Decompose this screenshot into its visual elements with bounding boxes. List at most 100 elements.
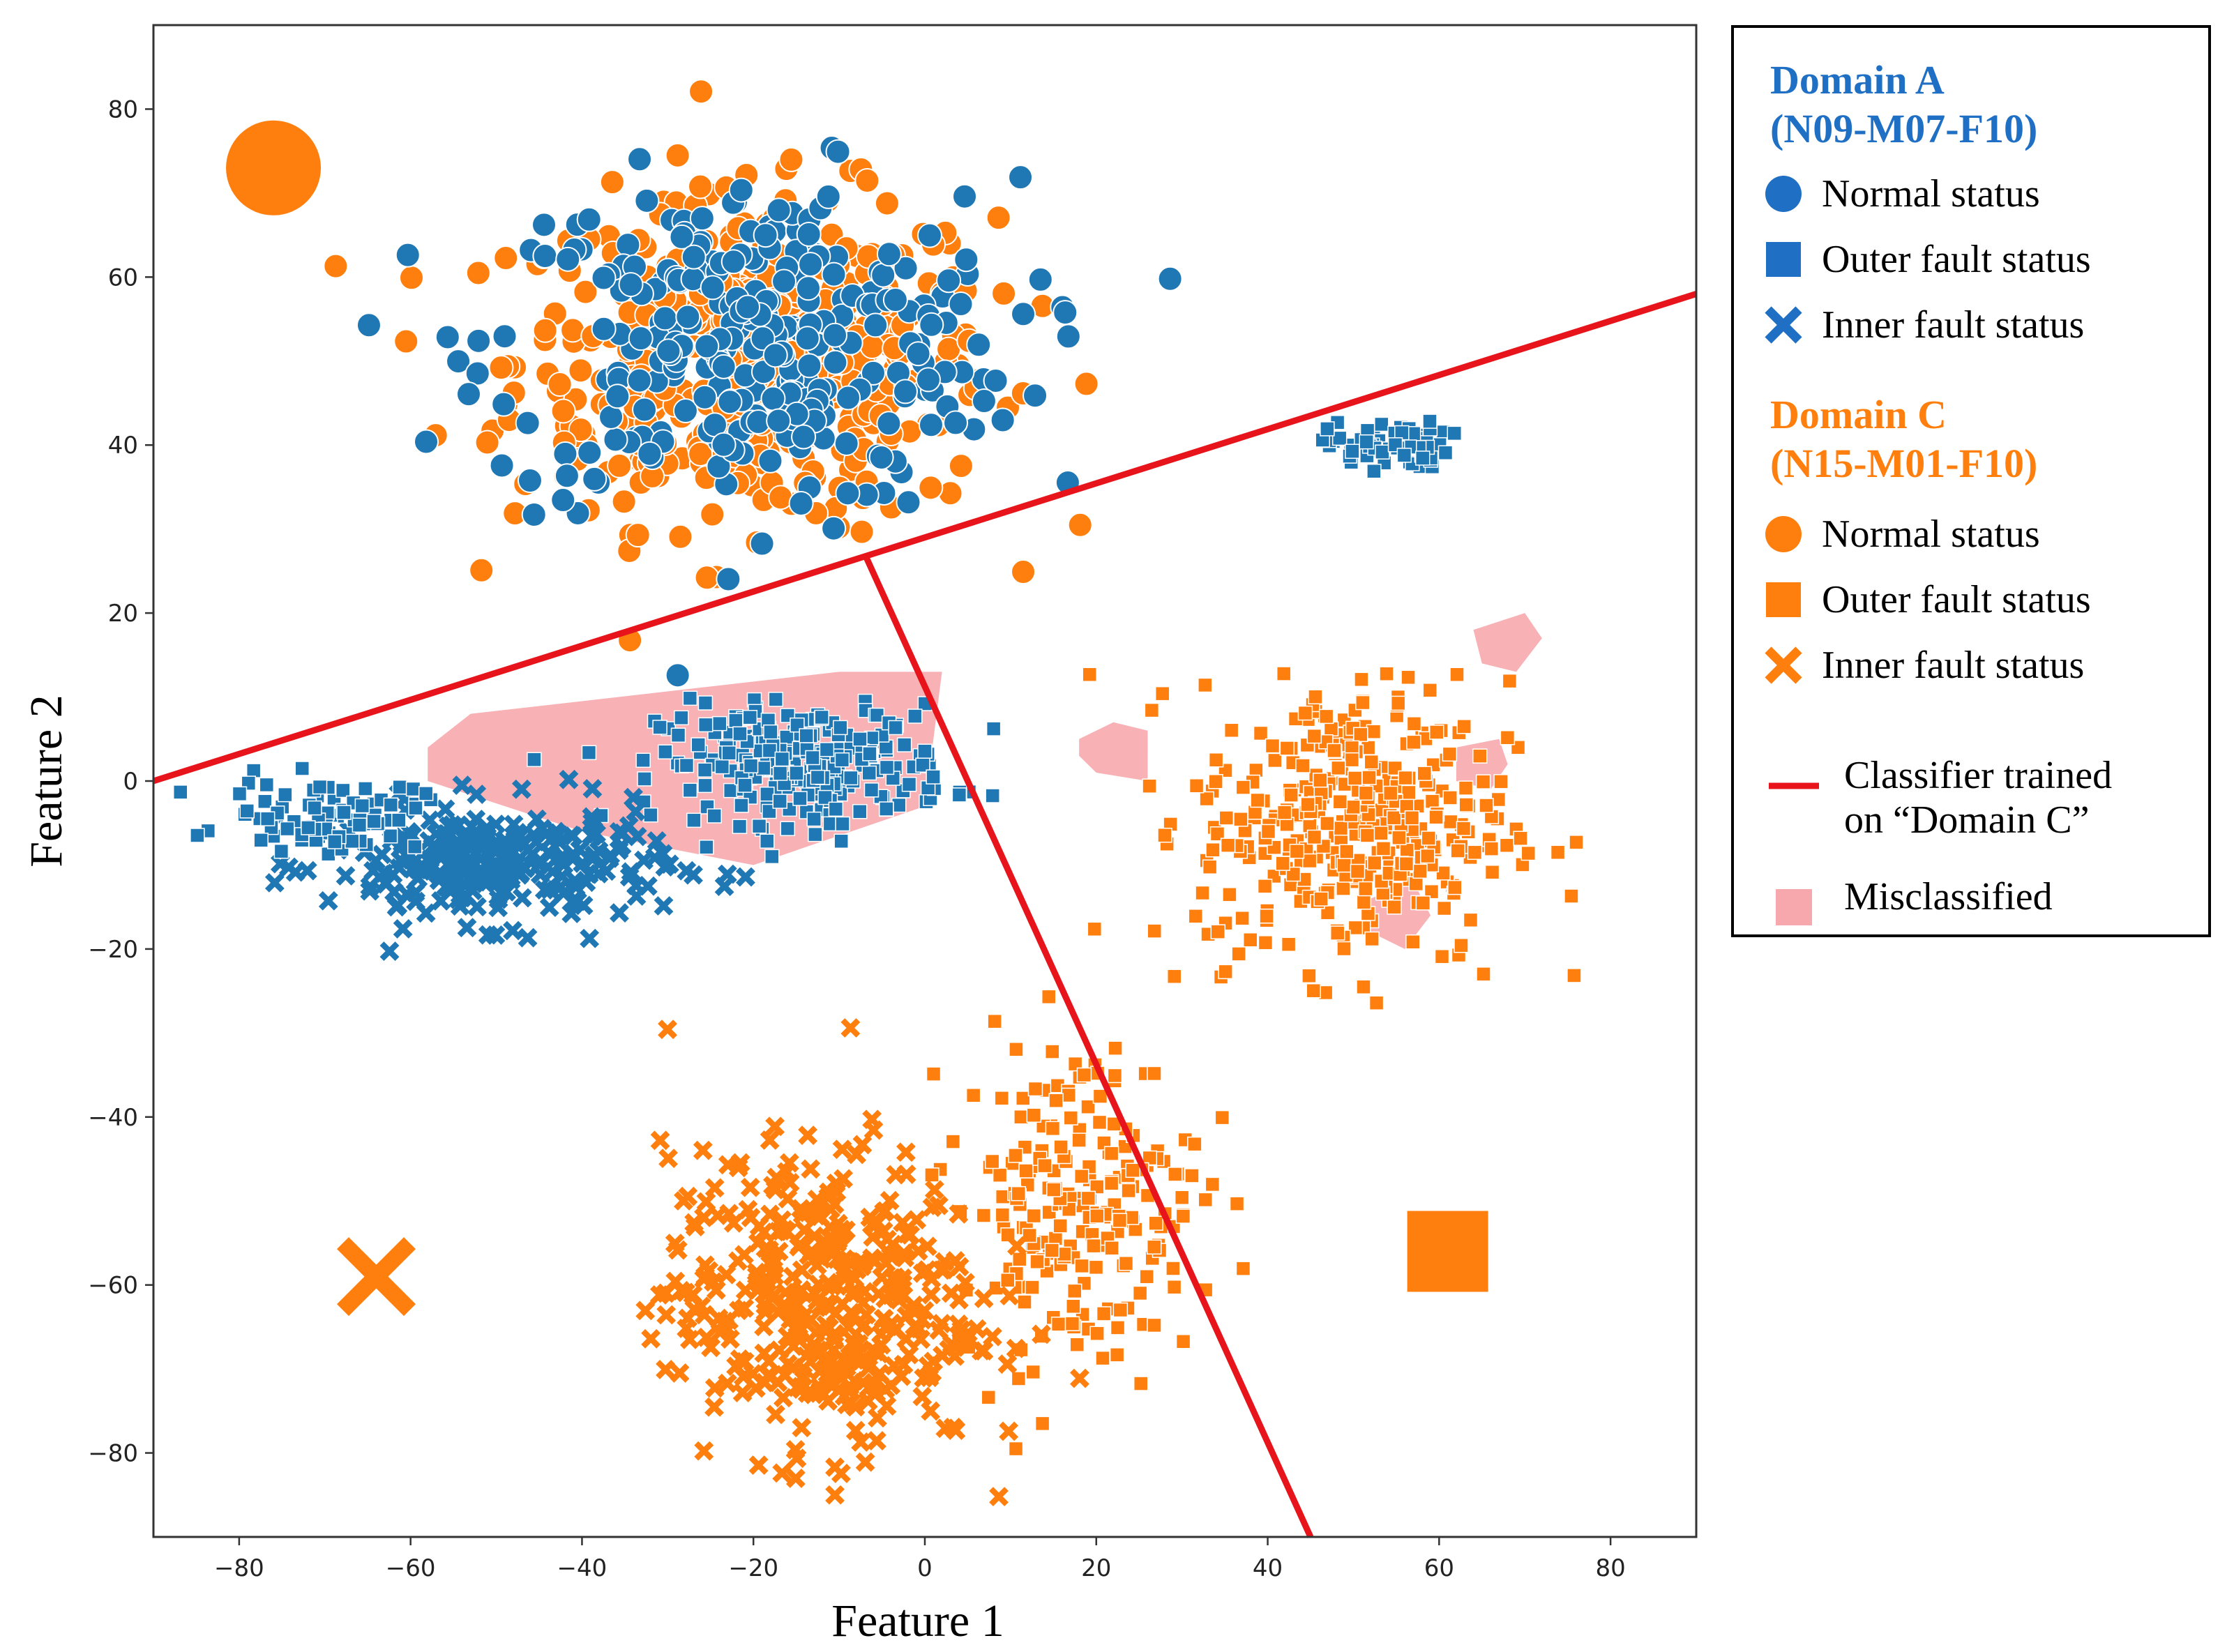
domain-c-x-point [914, 1368, 934, 1388]
domain-c-square-point [1358, 785, 1374, 801]
domain-a-square-point [1437, 445, 1454, 461]
domain-c-square-point [1434, 948, 1450, 964]
domain-c-x-point [789, 1236, 809, 1257]
domain-a-circle-point [632, 397, 658, 423]
domain-c-x-point [694, 1207, 714, 1227]
domain-a-circle-point [515, 410, 541, 436]
domain-a-circle-point [760, 386, 786, 411]
domain-a-square-point [301, 820, 316, 835]
domain-c-circle-point [625, 522, 651, 548]
domain-c-x-point [852, 1351, 871, 1371]
domain-c-x-point [718, 1373, 737, 1393]
domain-a-x-point [495, 838, 515, 858]
domain-c-x-point [896, 1329, 916, 1349]
domain-c-x-point [807, 1189, 827, 1209]
domain-c-square-point [1336, 881, 1351, 896]
domain-c-x-point [718, 1155, 738, 1175]
domain-a-square-point [658, 744, 673, 759]
domain-c-circle-point [398, 265, 424, 291]
domain-c-square-point [1479, 798, 1494, 813]
domain-c-x-point [792, 1204, 813, 1225]
domain-c-square-point [1476, 967, 1491, 982]
legend-c-normal-label: Normal status [1822, 513, 2040, 556]
domain-c-square-point [1499, 838, 1515, 854]
domain-c-square-point [1195, 885, 1210, 901]
domain-a-square-point [737, 778, 753, 793]
domain-c-square-point [995, 1207, 1011, 1222]
domain-a-square-point [635, 752, 651, 768]
domain-c-x-point [900, 1225, 921, 1245]
domain-c-square-point [1018, 1163, 1034, 1179]
classifier-line [152, 291, 1698, 785]
data-points [172, 79, 1584, 1507]
domain-a-x-point [534, 880, 554, 900]
domain-a-circle-point [943, 410, 969, 436]
domain-c-square-point [1420, 848, 1435, 864]
domain-c-square-point [1456, 719, 1472, 734]
domain-a-square-point [1366, 463, 1382, 479]
domain-a-square-point [383, 797, 399, 813]
domain-c-x-point [889, 1290, 909, 1310]
domain-c-x-point [785, 1469, 806, 1488]
domain-c-square-point [1205, 842, 1221, 858]
domain-c-square-point [1442, 814, 1458, 830]
domain-a-x-point [714, 877, 734, 897]
domain-a-circle-point [489, 453, 515, 478]
domain-c-square-point [1382, 785, 1398, 801]
domain-c-square-point [1044, 1044, 1060, 1059]
domain-a-circle-point [681, 244, 707, 270]
domain-a-x-point [462, 881, 483, 901]
domain-a-square-point [253, 833, 269, 848]
domain-c-square-point [1175, 1208, 1191, 1224]
domain-c-x-point [899, 1344, 919, 1365]
domain-c-square-point [1368, 995, 1384, 1010]
legend-c-inner-label: Inner fault status [1822, 644, 2085, 687]
orange-square-icon [1759, 575, 1808, 624]
domain-c-square-point [981, 1390, 997, 1405]
domain-a-square-point [760, 787, 775, 802]
domain-a-square-point [780, 821, 796, 836]
domain-c-square-point [1390, 695, 1406, 711]
domain-a-square-point [808, 826, 823, 842]
red-line-icon [1759, 761, 1829, 810]
domain-a-circle-point [860, 360, 886, 386]
domain-a-circle-point [550, 487, 576, 513]
domain-c-square-point [924, 1167, 939, 1183]
domain-a-circle-point [749, 531, 775, 556]
blue-x-icon [1759, 301, 1808, 349]
domain-a-square-point [686, 812, 702, 828]
domain-c-square-point [1080, 1190, 1096, 1206]
domain-a-x-point [563, 826, 583, 846]
domain-a-circle-point [634, 188, 660, 213]
domain-c-square-point [1034, 1416, 1050, 1432]
domain-c-square-point [1297, 705, 1313, 721]
domain-c-square-point [1564, 888, 1579, 904]
domain-a-circle-point [1008, 165, 1034, 190]
domain-c-square-point [1484, 865, 1500, 880]
domain-c-square-point [1235, 1261, 1251, 1276]
domain-a-circle-point [893, 255, 919, 281]
domain-a-circle-point [735, 294, 761, 320]
classifier-lines [152, 291, 1698, 1538]
domain-a-circle-point [835, 480, 861, 506]
domain-c-circle-point [393, 328, 419, 354]
domain-a-square-point [699, 840, 714, 855]
domain-a-square-point [312, 779, 328, 795]
domain-c-x-point [815, 1236, 836, 1255]
domain-c-square-point [1306, 829, 1322, 845]
domain-c-square-point [1199, 791, 1214, 807]
domain-c-square-point [1454, 938, 1469, 953]
domain-a-square-point [257, 794, 273, 810]
legend-domain-a-code: (N09-M07-F10) [1770, 106, 2038, 151]
pink-square-icon [1759, 883, 1829, 932]
domain-c-square-point [1336, 941, 1352, 957]
domain-c-circle-point [465, 260, 491, 286]
domain-a-x-point [582, 779, 603, 798]
domain-a-square-point [1447, 425, 1463, 441]
domain-a-square-point [670, 727, 686, 743]
domain-a-circle-point [870, 262, 896, 288]
domain-c-x-point [949, 1289, 969, 1310]
domain-c-square-point [1361, 770, 1377, 785]
domain-a-circle-point [766, 408, 792, 434]
domain-a-x-point [570, 840, 590, 860]
